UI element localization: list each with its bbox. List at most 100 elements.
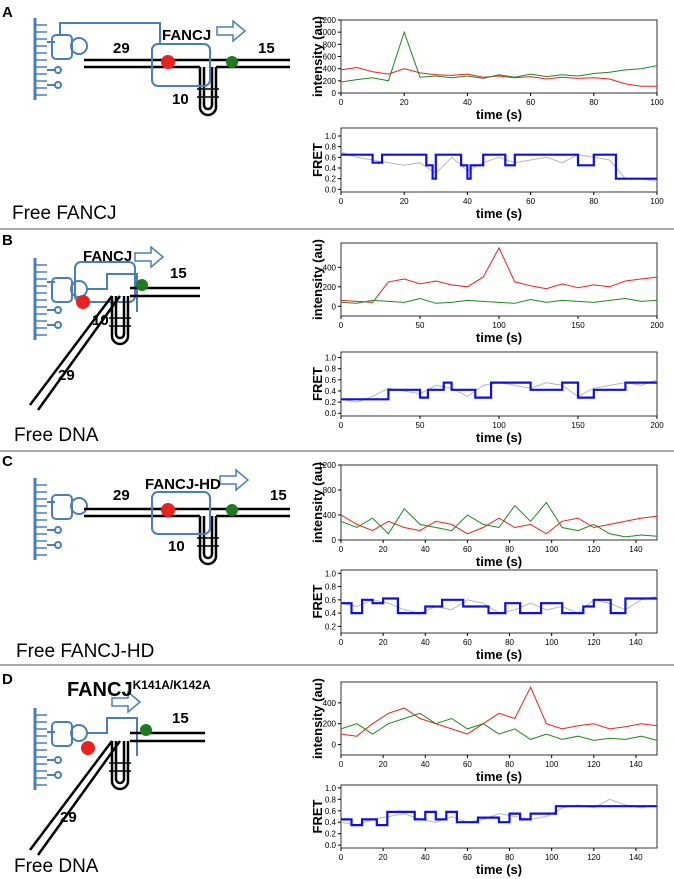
- caption: Free FANCJ: [12, 203, 117, 224]
- plot-frame: [340, 242, 658, 317]
- data-line: [341, 597, 657, 615]
- y-axis-label: FRET: [310, 584, 325, 618]
- chart: 0.0 0.2 0.4 0.6 0.8 1.0 0 50 100 150 200 time (s) FR…: [310, 351, 664, 445]
- protein-label: FANCJ: [83, 248, 132, 265]
- chart: 0.0 0.2 0.4 0.6 0.8 1.0 0 20 40 60 80 100 120 140 time…: [310, 784, 658, 877]
- data-line: [340, 514, 658, 535]
- x-tick-label: 120: [587, 638, 601, 647]
- data-line: [340, 712, 658, 741]
- x-tick-label: 100: [545, 853, 559, 862]
- plot-frame: [340, 681, 658, 756]
- y-tick-label: 400: [323, 65, 337, 74]
- x-tick-label: 40: [421, 853, 430, 862]
- x-tick-label: 0: [339, 98, 344, 107]
- y-tick-label: 200: [323, 283, 337, 292]
- x-tick-label: 140: [629, 545, 643, 554]
- chart: 0 400 800 1200 0 20 40 60 80 100 120 140 time (s) int…: [310, 461, 658, 569]
- diagram-a: A FANCJ 29 15 10 Free FANCJ: [2, 4, 290, 224]
- data-line: [340, 297, 658, 304]
- diagram-b: B FANCJ 15 10 29 Free DNA: [2, 232, 200, 446]
- y-axis-label: intensity (au): [310, 462, 325, 543]
- chart: 0 200 400 0 20 40 60 80 100 120 140 time (s) intensi…: [310, 678, 658, 784]
- x-tick-label: 150: [571, 421, 585, 430]
- x-tick-label: 80: [505, 760, 514, 769]
- x-tick-label: 140: [629, 760, 643, 769]
- x-tick-label: 100: [650, 197, 664, 206]
- y-tick-label: 1000: [318, 28, 336, 37]
- y-tick-label: 0.0: [325, 841, 337, 850]
- x-tick-label: 0: [339, 853, 344, 862]
- y-tick-label: 1.0: [325, 132, 337, 141]
- y-axis-label: FRET: [310, 367, 325, 401]
- plot-frame: [340, 464, 658, 541]
- length-label: 29: [60, 809, 77, 826]
- x-tick-label: 120: [587, 853, 601, 862]
- y-axis-label: intensity (au): [310, 239, 325, 320]
- y-axis-label: intensity (au): [310, 16, 325, 97]
- y-tick-label: 0.6: [325, 596, 337, 605]
- y-tick-label: 1200: [318, 461, 336, 470]
- x-axis-label: time (s): [476, 769, 522, 784]
- x-tick-label: 100: [545, 545, 559, 554]
- x-tick-label: 20: [379, 545, 388, 554]
- y-tick-label: 200: [323, 77, 337, 86]
- x-axis-label: time (s): [476, 430, 522, 445]
- x-tick-label: 40: [463, 98, 472, 107]
- data-line: [340, 151, 658, 182]
- x-tick-label: 80: [505, 853, 514, 862]
- y-tick-label: 0.2: [325, 398, 337, 407]
- length-label: 29: [58, 367, 75, 384]
- protein-label: FANCJ-HD: [145, 476, 221, 493]
- plot-frame: [340, 127, 658, 193]
- y-tick-label: 1.0: [325, 354, 337, 363]
- panel-letter: D: [2, 671, 13, 688]
- protein-name: FANCJ: [67, 679, 133, 701]
- y-tick-label: 800: [323, 40, 337, 49]
- x-tick-label: 80: [589, 98, 598, 107]
- x-tick-label: 60: [526, 197, 535, 206]
- y-axis-label: FRET: [310, 143, 325, 177]
- y-axis-label: intensity (au): [310, 678, 325, 759]
- panel-letter: A: [2, 4, 13, 21]
- x-tick-label: 60: [463, 853, 472, 862]
- x-tick-label: 60: [463, 760, 472, 769]
- x-tick-label: 100: [492, 421, 506, 430]
- x-tick-label: 20: [379, 760, 388, 769]
- x-tick-label: 20: [379, 853, 388, 862]
- data-line: [340, 30, 658, 83]
- x-tick-label: 140: [629, 638, 643, 647]
- y-tick-label: 0.8: [325, 365, 337, 374]
- data-line: [340, 66, 657, 87]
- y-tick-label: 0.4: [325, 609, 337, 618]
- data-line: [341, 153, 657, 180]
- x-tick-label: 0: [339, 638, 344, 647]
- length-label: 10: [168, 538, 185, 555]
- y-tick-label: 0.4: [325, 387, 337, 396]
- data-line: [340, 501, 658, 538]
- y-tick-label: 0.6: [325, 807, 337, 816]
- data-line: [340, 798, 658, 826]
- protein-superscript: K141A/K142A: [133, 678, 211, 692]
- x-axis-label: time (s): [476, 206, 522, 221]
- x-tick-label: 0: [339, 421, 344, 430]
- x-tick-label: 80: [589, 197, 598, 206]
- x-tick-label: 50: [416, 321, 425, 330]
- x-tick-label: 20: [400, 98, 409, 107]
- y-tick-label: 0: [332, 302, 337, 311]
- x-tick-label: 0: [339, 545, 344, 554]
- y-tick-label: 0.4: [325, 164, 337, 173]
- x-tick-label: 0: [339, 321, 344, 330]
- y-tick-label: 400: [323, 263, 337, 272]
- x-tick-label: 0: [339, 197, 344, 206]
- y-tick-label: 1200: [318, 16, 336, 25]
- protein-label: FANCJK141A/K142A: [67, 678, 211, 701]
- caption: Free DNA: [14, 856, 99, 877]
- chart: 0 200 400 600 800 1000 1200 0 20 40 60 80 100 time (s…: [310, 16, 664, 122]
- plot-frame: [340, 351, 658, 417]
- x-tick-label: 120: [587, 760, 601, 769]
- x-tick-label: 100: [545, 760, 559, 769]
- diagram-c: C FANCJ-HD 29 15 10 Free FANCJ-HD: [2, 453, 290, 662]
- panel-letter: C: [2, 453, 13, 470]
- y-tick-label: 200: [323, 720, 337, 729]
- y-tick-label: 0.2: [325, 830, 337, 839]
